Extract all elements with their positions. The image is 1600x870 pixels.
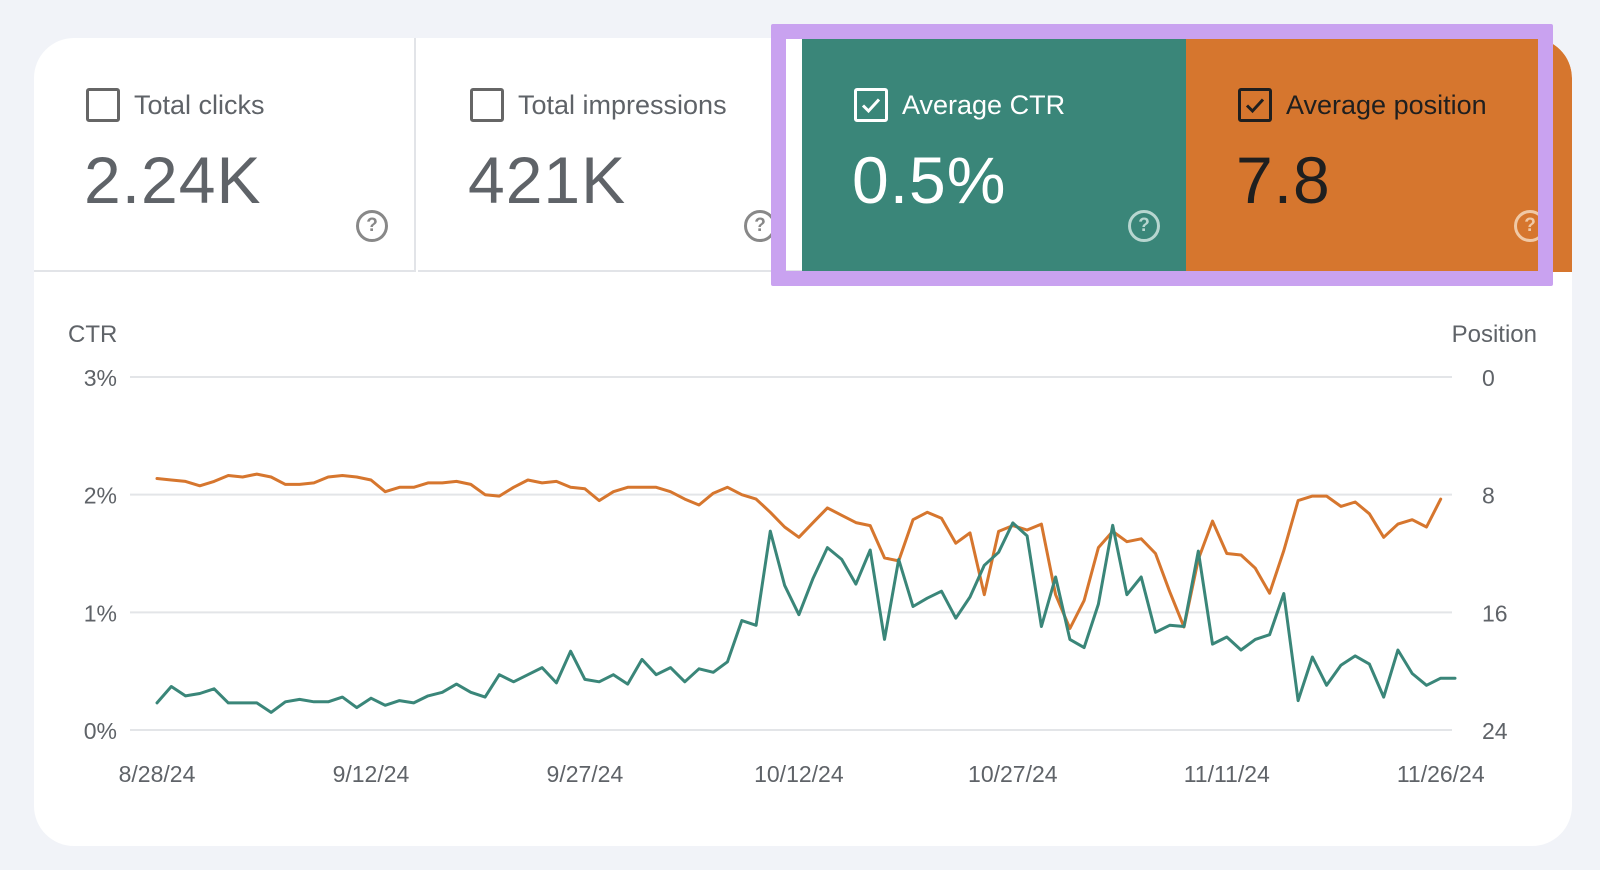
left-axis-label: CTR: [68, 321, 117, 348]
metric-label: Total clicks: [134, 89, 265, 120]
right-axis-label: Position: [1452, 321, 1537, 348]
checkbox-checked-icon[interactable]: [854, 88, 888, 122]
x-axis-tick: 8/28/24: [119, 761, 196, 787]
left-axis-tick: 0%: [84, 718, 117, 744]
metric-card-total-impressions[interactable]: Total impressions 421K ?: [418, 38, 802, 272]
checkbox-unchecked-icon[interactable]: [470, 88, 504, 122]
position-series-line: [155, 472, 1443, 630]
checkbox-checked-icon[interactable]: [1238, 88, 1272, 122]
x-axis-tick: 11/26/24: [1397, 761, 1485, 787]
metric-card-total-clicks[interactable]: Total clicks 2.24K ?: [34, 38, 416, 272]
help-icon[interactable]: ?: [1128, 210, 1160, 242]
x-axis-tick: 11/11/24: [1184, 761, 1270, 787]
metric-label: Average position: [1286, 89, 1487, 120]
x-axis-tick: 10/27/24: [968, 761, 1058, 787]
left-axis-tick: 1%: [84, 600, 117, 626]
help-icon[interactable]: ?: [356, 210, 388, 242]
metric-label: Average CTR: [902, 89, 1066, 120]
right-axis-tick: 0: [1482, 365, 1495, 391]
metric-label: Total impressions: [518, 89, 727, 120]
right-axis-tick: 24: [1482, 718, 1508, 744]
right-axis-tick: 8: [1482, 483, 1495, 509]
left-axis-tick: 2%: [84, 483, 117, 509]
metric-card-average-ctr[interactable]: Average CTR 0.5% ?: [802, 38, 1186, 272]
x-axis-tick: 10/12/24: [754, 761, 844, 787]
metric-value: 7.8: [1236, 143, 1331, 217]
metric-value: 2.24K: [84, 143, 262, 217]
performance-card: Total clicks 2.24K ? Total impressions 4…: [34, 38, 1572, 846]
ctr-series-line: [155, 521, 1457, 714]
metric-value: 0.5%: [852, 143, 1007, 217]
left-axis-tick: 3%: [84, 365, 117, 391]
right-axis-tick: 16: [1482, 600, 1508, 626]
x-axis-tick: 9/27/24: [547, 761, 624, 787]
metric-value: 421K: [468, 143, 627, 217]
checkbox-unchecked-icon[interactable]: [86, 88, 120, 122]
x-axis-tick: 9/12/24: [333, 761, 410, 787]
metric-card-average-position[interactable]: Average position 7.8 ?: [1186, 38, 1572, 272]
